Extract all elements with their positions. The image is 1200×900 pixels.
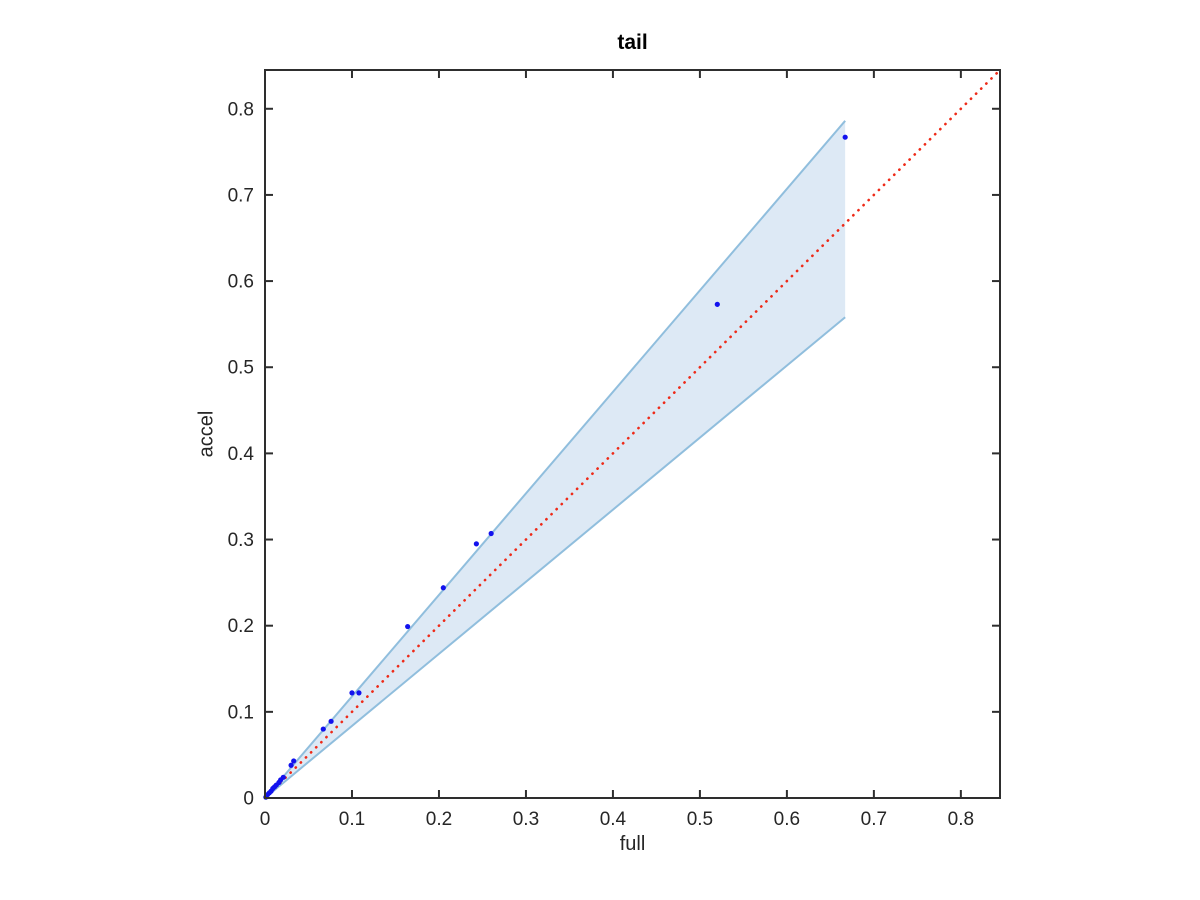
y-tick-label: 0.1: [228, 702, 254, 723]
scatter-point: [440, 585, 446, 591]
confidence-band-lower-edge: [264, 316, 846, 799]
y-tick-label: 0.2: [228, 616, 254, 637]
scatter-point: [288, 762, 294, 768]
x-tick-label: 0.4: [600, 809, 627, 830]
x-tick-label: 0.7: [861, 809, 887, 830]
x-tick-label: 0.5: [687, 809, 713, 830]
confidence-band-upper-edge: [264, 120, 846, 799]
chart-title: tail: [617, 31, 648, 54]
axes-box: [264, 69, 1001, 799]
y-tick-label: 0.6: [228, 272, 254, 293]
scatter-point: [842, 134, 848, 140]
scatter-point: [280, 774, 286, 780]
scatter-point: [349, 690, 355, 696]
scatter-point: [320, 726, 326, 732]
y-tick-label: 0.8: [228, 99, 254, 120]
x-tick-label: 0.1: [339, 809, 365, 830]
y-tick-label: 0: [243, 789, 254, 810]
identity-line: [263, 68, 1002, 800]
x-tick-label: 0.6: [774, 809, 800, 830]
x-tick-label: 0.2: [426, 809, 452, 830]
y-axis-label: accel: [195, 410, 218, 458]
scatter-point: [473, 541, 479, 547]
scatter-point: [405, 623, 411, 630]
y-tick-label: 0.4: [228, 444, 255, 465]
scatter-point: [328, 718, 334, 724]
scatter-point: [356, 690, 362, 696]
scatter-point: [714, 301, 720, 307]
y-tick-label: 0.5: [228, 358, 254, 379]
scatter-point: [291, 758, 297, 764]
y-tick-label: 0.3: [228, 530, 254, 551]
x-tick-label: 0.3: [513, 809, 539, 830]
y-tick-label: 0.7: [228, 185, 254, 206]
x-tick-label: 0: [260, 809, 271, 830]
x-tick-label: 0.8: [948, 809, 974, 830]
scatter-point: [488, 530, 494, 537]
x-axis-label: full: [619, 833, 646, 855]
